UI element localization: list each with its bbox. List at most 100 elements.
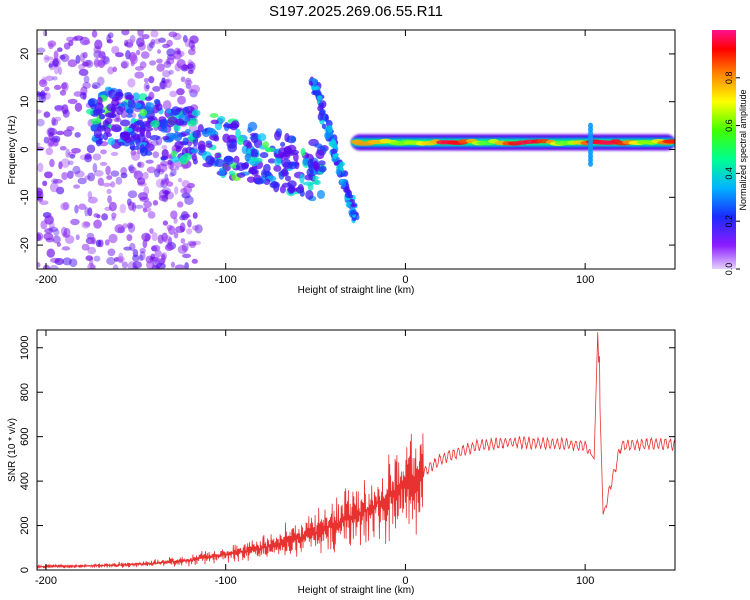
- noise-blob: [53, 229, 60, 236]
- band-blob: [97, 96, 103, 105]
- noise-blob: [173, 217, 178, 224]
- band-blob: [192, 130, 202, 139]
- band-blob: [129, 141, 136, 151]
- noise-blob: [93, 219, 102, 229]
- noise-blob: [53, 84, 62, 90]
- noise-blob: [186, 63, 194, 70]
- band-blob: [262, 141, 269, 149]
- noise-blob: [164, 78, 172, 89]
- band-blob: [269, 181, 281, 189]
- snr-frame: [36, 329, 676, 571]
- band-blob: [127, 99, 136, 109]
- band-blob: [166, 108, 172, 114]
- noise-blob: [184, 262, 189, 269]
- noise-blob: [161, 144, 168, 150]
- noise-blob: [78, 68, 89, 77]
- noise-blob: [61, 246, 71, 251]
- noise-blob: [186, 228, 193, 235]
- colorbar-tick-label: 0.8: [724, 72, 734, 85]
- band-blob: [185, 128, 191, 134]
- noise-blob: [37, 142, 41, 147]
- band-blob: [140, 122, 146, 130]
- band-blob: [191, 109, 201, 117]
- noise-blob: [191, 225, 199, 231]
- noise-blob: [153, 257, 162, 264]
- noise-blob: [141, 232, 151, 242]
- noise-blob: [48, 63, 54, 68]
- band-blob: [210, 119, 219, 125]
- band-blob: [223, 155, 235, 165]
- noise-blob: [107, 32, 114, 39]
- noise-blob: [137, 30, 144, 37]
- noise-blob: [120, 167, 128, 175]
- noise-blob: [87, 191, 93, 199]
- noise-blob: [100, 149, 107, 155]
- noise-blob: [97, 59, 106, 68]
- noise-blob: [139, 250, 146, 261]
- noise-blob: [37, 233, 42, 242]
- band-blob: [247, 121, 258, 132]
- noise-blob: [139, 196, 150, 202]
- noise-blob: [110, 151, 119, 156]
- noise-blob: [99, 161, 108, 166]
- band-blob: [168, 134, 179, 140]
- band-blob: [217, 115, 226, 123]
- noise-blob: [93, 255, 101, 262]
- band-blob: [115, 105, 124, 115]
- colorbar-gradient: [712, 30, 736, 269]
- noise-blob: [43, 54, 50, 63]
- band-blob: [126, 113, 133, 118]
- band-blob: [250, 148, 259, 159]
- band-blob: [153, 98, 160, 105]
- noise-blob: [95, 239, 102, 248]
- noise-blob: [128, 201, 135, 211]
- spectrogram-xtick-label: -100: [215, 274, 237, 286]
- noise-blob: [107, 195, 112, 204]
- noise-blob: [166, 57, 175, 65]
- band-blob: [209, 112, 219, 119]
- band-blob: [235, 128, 241, 139]
- noise-blob: [58, 66, 63, 76]
- noise-blob: [120, 172, 128, 179]
- noise-blob: [62, 109, 70, 118]
- noise-blob: [67, 98, 78, 104]
- noise-blob: [174, 186, 179, 195]
- noise-blob: [162, 190, 170, 195]
- noise-blob: [59, 89, 67, 96]
- colorbar: 0.0 0.2 0.4 0.6 0.8 Normalized spectral ampl…: [712, 30, 748, 275]
- noise-blob: [59, 145, 67, 151]
- noise-blob: [52, 235, 61, 244]
- snr-ytick-label: 800: [19, 383, 31, 401]
- band-blob: [155, 103, 163, 111]
- noise-blob: [105, 165, 111, 176]
- noise-blob: [170, 210, 178, 220]
- noise-blob: [130, 54, 138, 65]
- noise-blob: [72, 165, 81, 175]
- noise-blob: [150, 39, 156, 45]
- noise-blob: [158, 189, 169, 199]
- noise-blob: [138, 254, 144, 262]
- snr-ytick-label: 0: [19, 567, 31, 573]
- streak-blob: [335, 168, 342, 176]
- noise-blob: [152, 85, 161, 92]
- noise-blob: [155, 58, 163, 64]
- noise-blob: [53, 116, 62, 122]
- spectrogram-ytick-label: 10: [19, 96, 31, 108]
- snr-xtick-label: -200: [35, 575, 57, 587]
- noise-blob: [67, 59, 78, 68]
- noise-blob: [161, 194, 169, 203]
- noise-blob: [87, 246, 97, 255]
- noise-blob: [137, 161, 142, 168]
- noise-blob: [145, 159, 154, 164]
- streak-blob: [312, 77, 317, 86]
- band-blob: [192, 158, 198, 165]
- noise-blob: [106, 188, 112, 195]
- band-blob: [214, 152, 222, 159]
- noise-blob: [38, 93, 47, 103]
- noise-blob: [162, 220, 169, 226]
- snr-ylabel: SNR (10 * v/v): [7, 418, 18, 482]
- streak-blob: [324, 114, 329, 121]
- noise-blob: [156, 63, 165, 72]
